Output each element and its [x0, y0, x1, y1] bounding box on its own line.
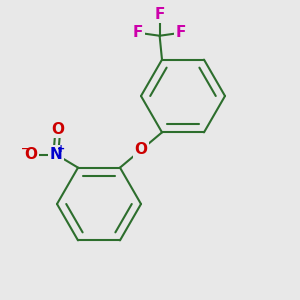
Text: O: O: [134, 142, 148, 158]
Text: −: −: [21, 144, 29, 154]
Text: O: O: [24, 147, 37, 162]
Text: O: O: [51, 122, 64, 136]
Text: F: F: [176, 25, 186, 40]
Text: F: F: [133, 25, 143, 40]
Text: F: F: [154, 7, 165, 22]
Text: +: +: [58, 144, 66, 154]
Text: N: N: [50, 147, 62, 162]
